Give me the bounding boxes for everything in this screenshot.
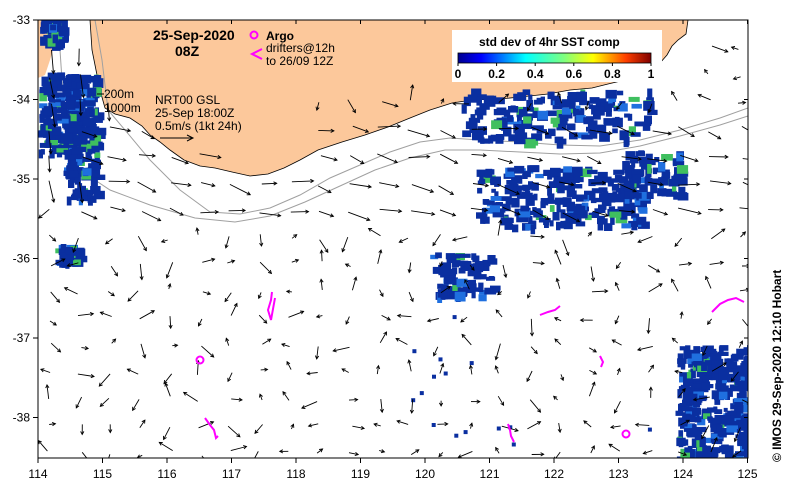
lon-tick-label: 123: [608, 467, 628, 481]
argo-legend: Argo drifters@12h to 26/09 12Z: [249, 29, 335, 68]
lat-tick-label: -36: [13, 252, 31, 266]
contour-1000-label: 1000m: [104, 101, 141, 115]
contour-200-label: 200m: [104, 87, 134, 101]
current-vectors: [38, 45, 748, 458]
argo-float: [621, 429, 631, 439]
colorbar-title: std dev of 4hr SST comp: [479, 35, 620, 49]
lon-tick-label: 114: [28, 467, 47, 481]
colorbar-gradient: [457, 52, 652, 64]
lon-tick-label: 117: [222, 467, 241, 481]
lon-tick-label: 124: [673, 467, 693, 481]
drifter-arrow-icon: [249, 48, 263, 60]
lon-tick-label: 122: [544, 467, 564, 481]
lat-tick-label: -33: [13, 13, 31, 27]
lon-tick-label: 119: [351, 467, 370, 481]
colorbar-tick-label: 0.6: [565, 67, 582, 81]
drifter-track: [266, 291, 276, 321]
colorbar: std dev of 4hr SST comp 0 0.2 0.4 0.6 0.8 1: [452, 30, 662, 82]
contour-200m: [94, 20, 748, 215]
sst-patches: [38, 20, 748, 458]
lat-tick-label: -34: [13, 93, 31, 107]
drifter-track: [507, 423, 515, 443]
lon-tick-label: 121: [479, 467, 499, 481]
current-product-label: NRT00 GSL: [155, 93, 220, 107]
lon-tick-label: 120: [415, 467, 435, 481]
colorbar-tick-label: 0.2: [488, 67, 505, 81]
argo-float: [195, 355, 205, 365]
drifter-track: [599, 355, 605, 368]
drifters-label-2: to 26/09 12Z: [266, 54, 333, 68]
date-line-1: 25-Sep-2020: [153, 27, 235, 43]
argo-label: Argo: [266, 29, 294, 43]
drifters-label-1: drifters@12h: [266, 41, 335, 55]
lat-tick-label: -35: [13, 172, 31, 186]
colorbar-tick-label: 0: [455, 67, 462, 81]
current-time-label: 25-Sep 18:00Z: [155, 106, 234, 120]
lon-tick-label: 116: [157, 467, 176, 481]
colorbar-tick-label: 0.8: [604, 67, 621, 81]
colorbar-tick-label: 0.4: [527, 67, 544, 81]
scale-arrow-icon: [160, 134, 195, 142]
longitude-axis: 114 115 116 117 118 119 120 121 122 123 124 125: [28, 20, 758, 481]
colorbar-tick-label: 1: [648, 67, 655, 81]
contour-legend: 200m 1000m: [97, 87, 141, 115]
drifter-track: [539, 305, 561, 316]
lon-tick-label: 118: [286, 467, 305, 481]
drifter-track: [204, 417, 219, 440]
credit-label: © IMOS 29-Sep-2020 12:10 Hobart: [770, 270, 784, 462]
lat-tick-label: -38: [13, 411, 31, 425]
lon-tick-label: 115: [93, 467, 112, 481]
date-line-2: 08Z: [175, 43, 200, 59]
drifter-track: [711, 296, 745, 313]
lat-tick-label: -37: [13, 331, 31, 345]
drifter-tracks: [195, 291, 745, 443]
argo-marker-icon: [249, 30, 259, 40]
latitude-axis: -33 -34 -35 -36 -37 -38: [13, 13, 748, 425]
scale-label: 0.5m/s (1kt 24h): [155, 119, 242, 133]
lon-tick-label: 125: [737, 467, 757, 481]
plot-frame: [37, 19, 749, 459]
